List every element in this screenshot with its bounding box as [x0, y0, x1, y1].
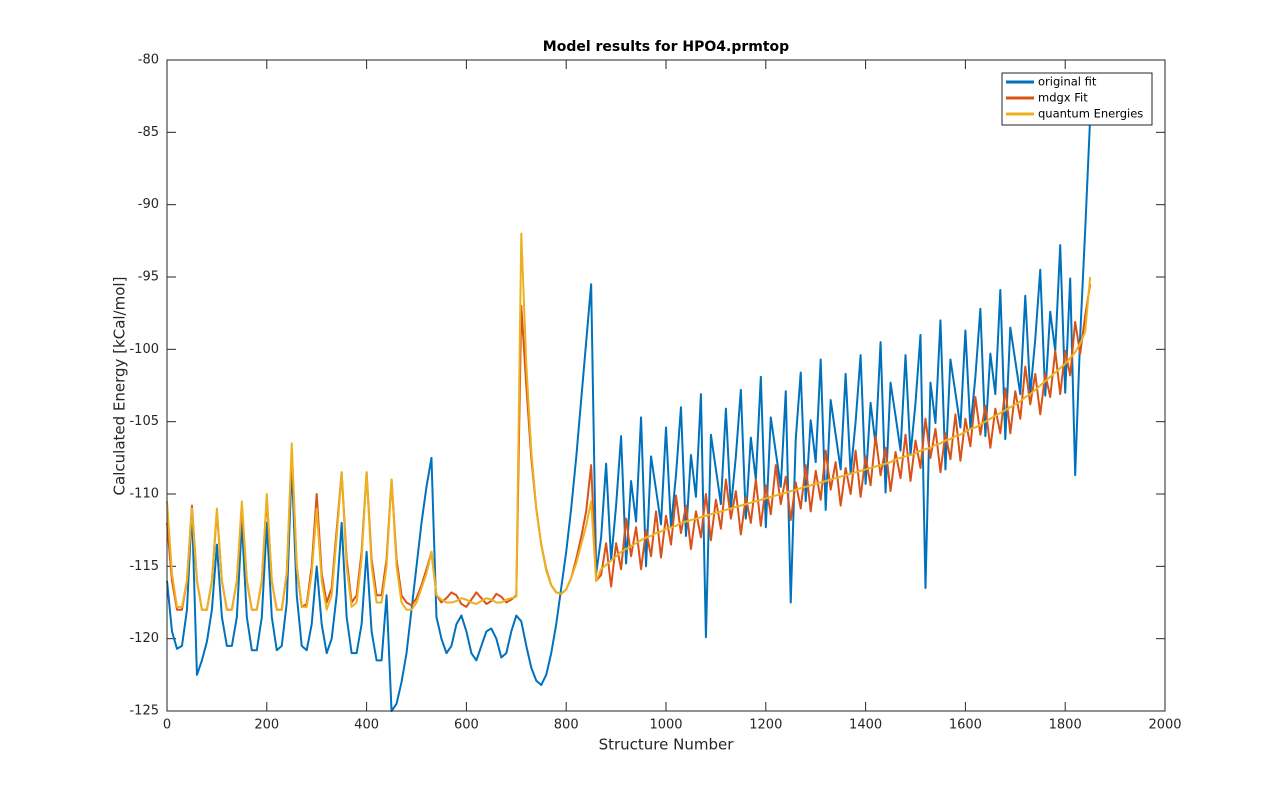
chart-title: Model results for HPO4.prmtop — [543, 39, 789, 55]
series-line — [166, 232, 1092, 611]
x-tick-label: 1000 — [649, 718, 682, 733]
x-tick-label: 1600 — [949, 718, 982, 733]
x-tick-label: 1200 — [749, 718, 782, 733]
y-tick-label: -85 — [138, 125, 159, 140]
legend-label: original fit — [1038, 75, 1097, 89]
axes-box — [166, 59, 1166, 712]
y-tick-label: -90 — [138, 197, 159, 212]
x-tick-label: 2000 — [1148, 718, 1181, 733]
x-tick-label: 1800 — [1049, 718, 1082, 733]
y-axis-label: Calculated Energy [kCal/mol] — [111, 277, 129, 496]
x-tick-label: 800 — [554, 718, 579, 733]
x-axis-label: Structure Number — [599, 736, 735, 754]
x-tick-label: 200 — [254, 718, 279, 733]
y-tick-label: -95 — [138, 270, 159, 285]
y-tick-label: -100 — [129, 342, 159, 357]
x-tick-label: 0 — [163, 718, 171, 733]
legend-label: quantum Energies — [1038, 107, 1143, 121]
y-tick-label: -120 — [129, 631, 159, 646]
x-tick-label: 600 — [454, 718, 479, 733]
y-tick-label: -125 — [129, 704, 159, 719]
y-tick-label: -110 — [129, 487, 159, 502]
y-tick-label: -80 — [138, 53, 159, 68]
x-tick-label: 400 — [354, 718, 379, 733]
series-line — [166, 117, 1092, 712]
legend-label: mdgx Fit — [1038, 91, 1088, 105]
x-tick-label: 1400 — [849, 718, 882, 733]
y-tick-label: -105 — [129, 414, 159, 429]
y-tick-label: -115 — [129, 559, 159, 574]
